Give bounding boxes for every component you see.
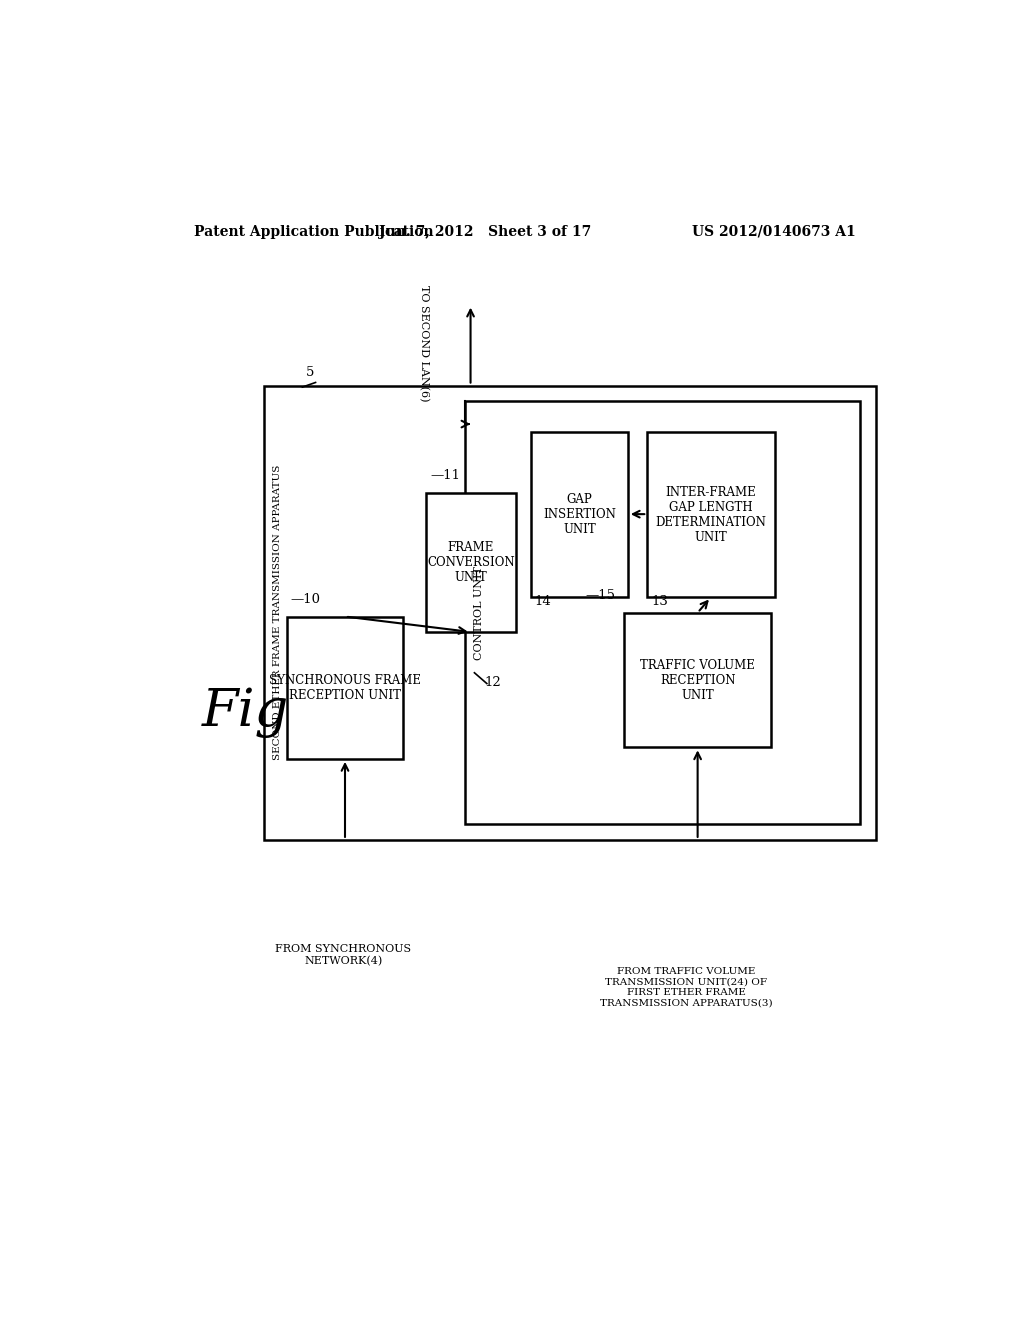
- Text: TO SECOND LAN(6): TO SECOND LAN(6): [419, 285, 429, 403]
- Text: 12: 12: [484, 676, 502, 689]
- Text: FROM TRAFFIC VOLUME
TRANSMISSION UNIT(24) OF
FIRST ETHER FRAME
TRANSMISSION APPA: FROM TRAFFIC VOLUME TRANSMISSION UNIT(24…: [600, 966, 772, 1007]
- Text: 14: 14: [535, 595, 552, 609]
- Text: 13: 13: [651, 595, 668, 609]
- Text: —15: —15: [586, 589, 615, 602]
- Text: FROM SYNCHRONOUS
NETWORK(4): FROM SYNCHRONOUS NETWORK(4): [275, 944, 412, 966]
- Text: GAP
INSERTION
UNIT: GAP INSERTION UNIT: [543, 494, 615, 536]
- Bar: [287, 616, 403, 759]
- Bar: [263, 385, 876, 840]
- Bar: [647, 432, 775, 597]
- Bar: [531, 432, 628, 597]
- Text: CONTROL UNIT: CONTROL UNIT: [474, 566, 484, 660]
- Text: —11: —11: [430, 470, 460, 483]
- Bar: [465, 401, 860, 825]
- Text: SECOND ETHER FRAME TRANSMISSION APPARATUS: SECOND ETHER FRAME TRANSMISSION APPARATU…: [273, 465, 282, 760]
- Text: TRAFFIC VOLUME
RECEPTION
UNIT: TRAFFIC VOLUME RECEPTION UNIT: [640, 659, 755, 701]
- Text: US 2012/0140673 A1: US 2012/0140673 A1: [692, 224, 856, 239]
- Bar: [624, 612, 771, 747]
- Text: Patent Application Publication: Patent Application Publication: [194, 224, 433, 239]
- Bar: [426, 494, 515, 632]
- Text: INTER-FRAME
GAP LENGTH
DETERMINATION
UNIT: INTER-FRAME GAP LENGTH DETERMINATION UNI…: [655, 486, 767, 544]
- Text: —10: —10: [291, 593, 321, 606]
- Text: Fig. 3: Fig. 3: [202, 688, 356, 738]
- Text: SYNCHRONOUS FRAME
RECEPTION UNIT: SYNCHRONOUS FRAME RECEPTION UNIT: [269, 673, 421, 702]
- Text: FRAME
CONVERSION
UNIT: FRAME CONVERSION UNIT: [427, 541, 515, 585]
- Text: 5: 5: [306, 367, 314, 379]
- Text: Jun. 7, 2012   Sheet 3 of 17: Jun. 7, 2012 Sheet 3 of 17: [379, 224, 591, 239]
